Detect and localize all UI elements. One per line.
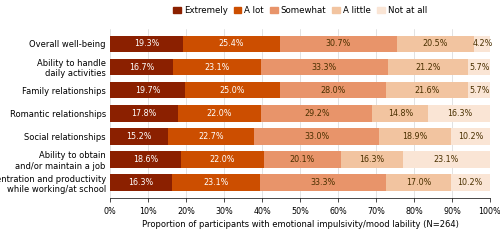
Text: 16.3%: 16.3%: [128, 178, 154, 187]
Bar: [110, 128, 168, 145]
Bar: [386, 82, 468, 99]
Bar: [185, 82, 280, 99]
Bar: [428, 105, 490, 122]
Bar: [261, 105, 372, 122]
Text: 10.2%: 10.2%: [458, 132, 483, 141]
Legend: Extremely, A lot, Somewhat, A little, Not at all: Extremely, A lot, Somewhat, A little, No…: [170, 3, 430, 19]
Bar: [264, 151, 340, 168]
Text: 15.2%: 15.2%: [126, 132, 152, 141]
Bar: [388, 59, 468, 75]
Bar: [110, 36, 184, 52]
Bar: [402, 151, 490, 168]
Text: 33.3%: 33.3%: [310, 178, 336, 187]
Bar: [110, 59, 174, 75]
Text: 14.8%: 14.8%: [388, 109, 413, 118]
Text: 30.7%: 30.7%: [326, 40, 351, 48]
Text: 25.0%: 25.0%: [220, 86, 245, 95]
Bar: [280, 36, 396, 52]
Text: 16.3%: 16.3%: [359, 155, 384, 164]
Bar: [372, 105, 428, 122]
Text: 5.7%: 5.7%: [469, 63, 490, 72]
Bar: [180, 151, 264, 168]
Text: 5.7%: 5.7%: [469, 86, 490, 95]
Text: 22.0%: 22.0%: [210, 155, 235, 164]
Bar: [260, 174, 386, 191]
Bar: [468, 59, 490, 75]
Bar: [184, 36, 280, 52]
Bar: [110, 151, 180, 168]
Bar: [451, 174, 490, 191]
Bar: [172, 174, 260, 191]
Bar: [110, 174, 172, 191]
X-axis label: Proportion of participants with emotional impulsivity/mood lability (N=264): Proportion of participants with emotiona…: [142, 220, 459, 229]
Text: 10.2%: 10.2%: [458, 178, 483, 187]
Bar: [386, 174, 451, 191]
Bar: [380, 128, 451, 145]
Text: 23.1%: 23.1%: [434, 155, 459, 164]
Bar: [261, 59, 388, 75]
Text: 25.4%: 25.4%: [219, 40, 244, 48]
Text: 16.7%: 16.7%: [129, 63, 154, 72]
Text: 21.2%: 21.2%: [416, 63, 441, 72]
Text: 19.3%: 19.3%: [134, 40, 160, 48]
Bar: [468, 82, 490, 99]
Bar: [254, 128, 380, 145]
Text: 33.0%: 33.0%: [304, 132, 330, 141]
Text: 4.2%: 4.2%: [472, 40, 492, 48]
Bar: [110, 105, 178, 122]
Bar: [178, 105, 261, 122]
Bar: [174, 59, 261, 75]
Text: 20.1%: 20.1%: [290, 155, 315, 164]
Text: 20.5%: 20.5%: [422, 40, 448, 48]
Text: 18.9%: 18.9%: [402, 132, 428, 141]
Text: 23.1%: 23.1%: [204, 63, 230, 72]
Bar: [168, 128, 254, 145]
Text: 19.7%: 19.7%: [134, 86, 160, 95]
Bar: [474, 36, 490, 52]
Text: 28.0%: 28.0%: [320, 86, 345, 95]
Text: 16.3%: 16.3%: [447, 109, 472, 118]
Text: 23.1%: 23.1%: [203, 178, 228, 187]
Bar: [396, 36, 474, 52]
Text: 29.2%: 29.2%: [304, 109, 330, 118]
Text: 17.8%: 17.8%: [131, 109, 156, 118]
Text: 21.6%: 21.6%: [414, 86, 440, 95]
Text: 22.7%: 22.7%: [198, 132, 224, 141]
Bar: [110, 82, 185, 99]
Text: 17.0%: 17.0%: [406, 178, 431, 187]
Text: 33.3%: 33.3%: [312, 63, 337, 72]
Bar: [340, 151, 402, 168]
Text: 22.0%: 22.0%: [206, 109, 232, 118]
Bar: [280, 82, 386, 99]
Bar: [451, 128, 490, 145]
Text: 18.6%: 18.6%: [132, 155, 158, 164]
